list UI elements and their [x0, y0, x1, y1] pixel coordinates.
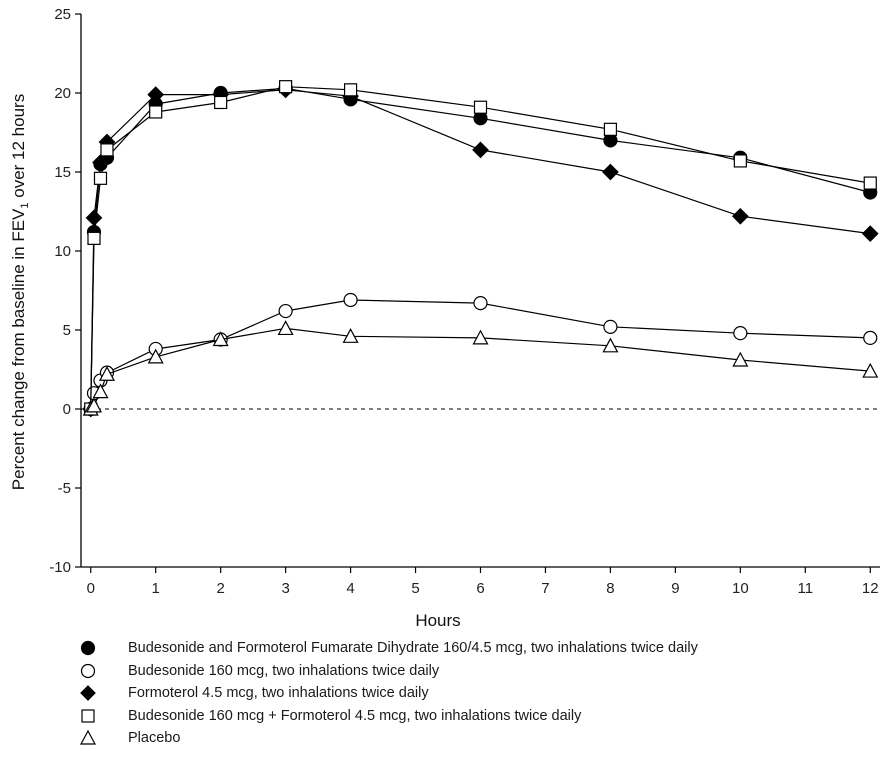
x-axis-title: Hours [415, 611, 460, 630]
open-triangle-marker-icon [79, 729, 97, 745]
x-tick-label: 1 [152, 580, 160, 597]
legend-item: Budesonide 160 mcg + Formoterol 4.5 mcg,… [78, 705, 698, 728]
y-tick-label: 5 [63, 322, 71, 339]
legend-item: Budesonide and Formoterol Fumarate Dihyd… [78, 637, 698, 660]
series-filled-diamond [82, 81, 879, 418]
series-layer [82, 80, 879, 418]
legend-label: Placebo [128, 730, 181, 747]
data-point [863, 176, 877, 190]
data-point [472, 329, 489, 345]
data-point [98, 365, 115, 381]
data-point [277, 320, 294, 336]
series-open-triangle [82, 320, 879, 416]
data-point [87, 231, 101, 245]
x-tick-label: 10 [732, 580, 749, 597]
x-tick-label: 4 [346, 580, 354, 597]
filled-circle-marker-icon [80, 641, 96, 656]
series-open-square [84, 80, 877, 416]
y-tick-label: 15 [54, 164, 71, 181]
legend: Budesonide and Formoterol Fumarate Dihyd… [78, 637, 698, 750]
x-tick-label: 5 [411, 580, 419, 597]
x-tick-label: 3 [281, 580, 289, 597]
data-point [472, 141, 489, 159]
y-tick-label: 10 [54, 243, 71, 260]
data-point [147, 86, 165, 103]
y-axis-title-subscript: 1 [19, 202, 31, 208]
data-point [602, 163, 619, 181]
data-point [862, 362, 879, 378]
legend-label: Budesonide 160 mcg + Formoterol 4.5 mcg,… [128, 707, 582, 724]
data-point [85, 209, 103, 227]
data-point [92, 154, 109, 171]
series-filled-circle [83, 81, 878, 417]
data-point [100, 143, 114, 157]
y-tick-label: 20 [54, 85, 71, 102]
x-tick-label: 9 [671, 580, 679, 597]
legend-label: Formoterol 4.5 mcg, two inhalations twic… [128, 685, 429, 702]
data-point [343, 292, 358, 308]
data-point [863, 330, 878, 345]
data-point [473, 296, 488, 311]
data-point [279, 80, 293, 94]
legend-item: Budesonide 160 mcg, two inhalations twic… [78, 660, 698, 683]
data-point [147, 348, 164, 364]
data-point [93, 171, 108, 185]
data-point [92, 383, 109, 399]
data-point [733, 154, 747, 168]
y-axis-title: Percent change from baseline in FEV1 ove… [9, 94, 31, 490]
x-tick-label: 8 [606, 580, 614, 597]
x-tick-label: 11 [798, 580, 814, 597]
data-point [214, 95, 228, 110]
x-tick-label: 0 [87, 580, 95, 597]
legend-item: Placebo [78, 727, 698, 750]
data-point [731, 207, 749, 225]
series-line [90, 299, 871, 410]
data-point [278, 303, 293, 319]
x-tick-label: 6 [476, 580, 484, 597]
data-point [473, 100, 488, 114]
y-axis-title-main: Percent change from baseline in FEV [9, 208, 28, 490]
x-tick-label: 7 [541, 580, 549, 597]
data-point [149, 105, 163, 119]
data-point [733, 326, 748, 341]
data-point [732, 351, 749, 367]
x-tick-label: 12 [862, 580, 879, 597]
legend-item: Formoterol 4.5 mcg, two inhalations twic… [78, 682, 698, 705]
series-open-circle [83, 292, 878, 417]
legend-label: Budesonide 160 mcg, two inhalations twic… [128, 662, 440, 679]
data-point [85, 397, 102, 413]
data-point [603, 122, 618, 136]
filled-diamond-marker-icon [80, 685, 96, 702]
data-point [603, 319, 618, 334]
x-tick-label: 2 [216, 580, 224, 597]
y-tick-label: 0 [63, 401, 71, 418]
series-line [90, 86, 871, 410]
y-tick-label: -10 [49, 559, 71, 576]
data-point [212, 331, 229, 347]
data-point [343, 83, 358, 97]
series-line [90, 89, 871, 410]
legend-label: Budesonide and Formoterol Fumarate Dihyd… [128, 640, 698, 657]
y-tick-label: -5 [58, 480, 71, 497]
data-point [342, 328, 359, 343]
y-tick-label: 25 [54, 6, 71, 23]
open-circle-marker-icon [80, 663, 96, 678]
data-point [861, 225, 879, 242]
y-axis-title-tail: over 12 hours [9, 94, 28, 203]
open-square-marker-icon [81, 709, 95, 723]
data-point [602, 337, 619, 353]
